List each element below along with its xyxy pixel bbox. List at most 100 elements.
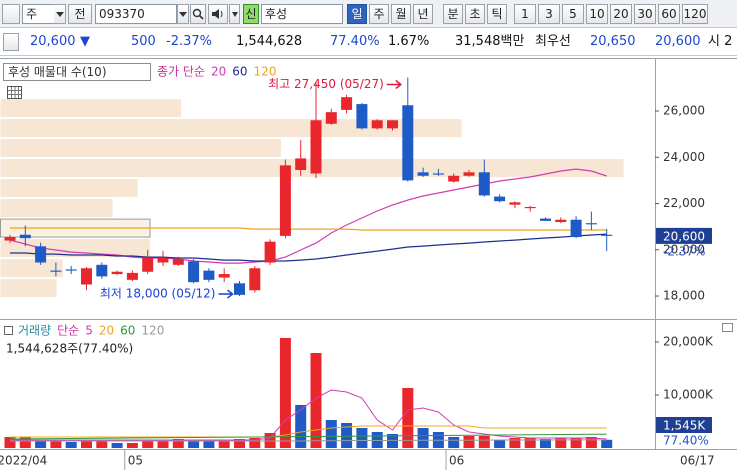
candle-body bbox=[402, 105, 414, 181]
code-dropdown[interactable] bbox=[177, 4, 189, 24]
new-badge: 신 bbox=[243, 4, 259, 24]
last-volume-ratio: 77.40% bbox=[663, 434, 709, 448]
last-volume-box bbox=[656, 417, 712, 433]
period-button[interactable]: 년 bbox=[413, 4, 433, 24]
volume-bar bbox=[264, 432, 276, 448]
volume-bar bbox=[157, 439, 169, 448]
search-button[interactable] bbox=[190, 4, 206, 24]
volume-bar bbox=[341, 422, 353, 448]
ma-line bbox=[10, 227, 607, 231]
candle-body bbox=[448, 175, 460, 182]
change-rate: -2.37% bbox=[166, 34, 212, 49]
volume: 1,544,628 bbox=[236, 34, 303, 49]
period-button[interactable]: 분 bbox=[443, 4, 463, 24]
volume-bar bbox=[601, 439, 613, 448]
price: 20,600 bbox=[30, 34, 76, 49]
last-price-label: 20,600 bbox=[663, 229, 705, 243]
volume-bar bbox=[218, 441, 230, 448]
volume-bar bbox=[65, 442, 77, 448]
period-button[interactable]: 틱 bbox=[487, 4, 507, 24]
search-icon bbox=[192, 8, 204, 20]
volume-rate: 77.40% bbox=[330, 34, 380, 49]
volume-bar bbox=[371, 431, 383, 448]
volume-bar bbox=[81, 441, 92, 448]
x-tick-label: 06/17 bbox=[680, 454, 715, 468]
sound-button[interactable] bbox=[208, 4, 228, 24]
quote-icon[interactable] bbox=[3, 33, 19, 51]
y-tick-label: 20,000K bbox=[663, 334, 714, 348]
type: 전 bbox=[74, 7, 86, 21]
profile-bar bbox=[0, 99, 182, 118]
interval-button[interactable]: 120 bbox=[682, 4, 708, 24]
volume-ma-line bbox=[10, 389, 607, 441]
candle-body bbox=[19, 234, 31, 239]
code-input[interactable]: 093370 bbox=[95, 4, 177, 24]
change: 500 bbox=[131, 34, 156, 49]
candle-body bbox=[387, 120, 398, 129]
candle-body bbox=[157, 257, 169, 263]
volume-bar bbox=[19, 437, 31, 448]
price-arrow: ▼ bbox=[80, 34, 90, 49]
candle-body bbox=[325, 112, 337, 124]
grid-icon[interactable] bbox=[7, 86, 22, 99]
badge: 신 bbox=[245, 7, 257, 21]
period-button[interactable]: 주 bbox=[369, 4, 389, 24]
volume-bar bbox=[387, 434, 398, 448]
candle-body bbox=[188, 261, 200, 283]
interval-button[interactable]: 60 bbox=[658, 4, 680, 24]
candle-body bbox=[494, 196, 506, 202]
period-button[interactable]: 초 bbox=[465, 4, 485, 24]
sound-dropdown[interactable] bbox=[229, 4, 240, 24]
candle-body bbox=[50, 270, 62, 272]
interval-button[interactable]: 3 bbox=[538, 4, 560, 24]
panel-icon[interactable] bbox=[4, 326, 13, 335]
candle-body bbox=[279, 165, 291, 236]
period-button[interactable]: 월 bbox=[391, 4, 411, 24]
stock-name: 후성 bbox=[265, 7, 288, 21]
profile-bar bbox=[0, 259, 63, 278]
last-price-box bbox=[656, 227, 712, 244]
volume-bar bbox=[234, 438, 245, 448]
candle-body bbox=[509, 202, 521, 205]
profile-bar bbox=[0, 119, 462, 138]
volume-bar bbox=[402, 387, 414, 448]
volume-bar bbox=[96, 441, 108, 448]
interval-button[interactable]: 10 bbox=[586, 4, 608, 24]
panel-menu-icon[interactable] bbox=[722, 323, 733, 332]
name-input[interactable]: 후성 bbox=[261, 4, 343, 24]
candle-body bbox=[478, 172, 490, 196]
annotation-arrow bbox=[218, 289, 234, 299]
volume-ma-line bbox=[10, 439, 607, 442]
volume-bar bbox=[142, 439, 154, 448]
dropdown-arrow bbox=[55, 12, 64, 21]
period-button[interactable]: 일 bbox=[347, 4, 367, 24]
dropdown-arrow bbox=[179, 12, 187, 21]
x-tick-label: 05 bbox=[128, 454, 143, 468]
y-tick-label: 22,000 bbox=[663, 196, 705, 210]
interval-button[interactable]: 5 bbox=[562, 4, 584, 24]
candle-body bbox=[203, 270, 215, 280]
volume-bar bbox=[570, 437, 582, 448]
window-icon[interactable] bbox=[2, 4, 20, 24]
candle-body bbox=[555, 219, 567, 223]
dropdown-button[interactable] bbox=[54, 4, 66, 24]
interval-button[interactable]: 1 bbox=[514, 4, 536, 24]
profile-bar bbox=[0, 179, 138, 198]
candle-body bbox=[371, 120, 383, 129]
type-button[interactable]: 전 bbox=[68, 4, 92, 24]
interval-button[interactable]: 20 bbox=[610, 4, 632, 24]
candle-body bbox=[142, 257, 154, 272]
interval-button[interactable]: 30 bbox=[634, 4, 656, 24]
volume-bar bbox=[50, 441, 62, 448]
volume-bar bbox=[249, 437, 261, 448]
legend-entry: 120 bbox=[141, 324, 164, 338]
candle-body bbox=[81, 268, 92, 285]
y-tick-label: 18,000 bbox=[663, 289, 705, 303]
volume-bar bbox=[417, 427, 429, 448]
volume-bar bbox=[494, 439, 506, 448]
candle-body bbox=[96, 264, 108, 277]
volume-bar bbox=[448, 437, 460, 448]
volume-bar bbox=[111, 443, 123, 448]
